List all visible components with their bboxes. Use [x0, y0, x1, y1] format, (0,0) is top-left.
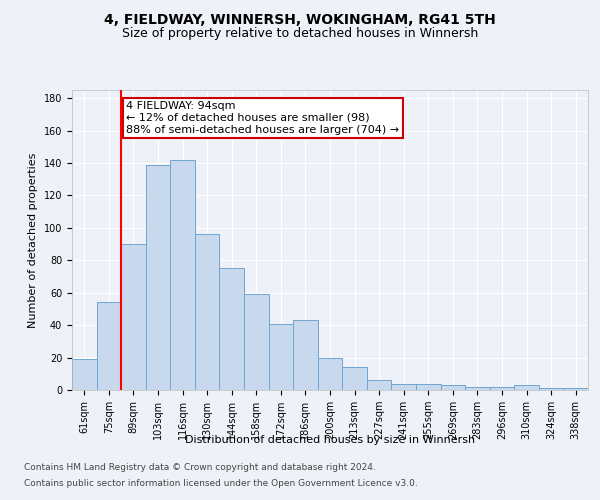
Bar [490, 387, 514, 390]
Bar [563, 388, 588, 390]
Bar [465, 387, 490, 390]
Bar [220, 268, 244, 390]
Y-axis label: Number of detached properties: Number of detached properties [28, 152, 38, 328]
Text: Distribution of detached houses by size in Winnersh: Distribution of detached houses by size … [185, 435, 475, 445]
Bar [269, 324, 293, 390]
Text: Size of property relative to detached houses in Winnersh: Size of property relative to detached ho… [122, 28, 478, 40]
Bar [416, 384, 440, 390]
Bar [539, 388, 563, 390]
Text: Contains HM Land Registry data © Crown copyright and database right 2024.: Contains HM Land Registry data © Crown c… [24, 464, 376, 472]
Bar [318, 358, 342, 390]
Bar [514, 385, 539, 390]
Text: 4 FIELDWAY: 94sqm
← 12% of detached houses are smaller (98)
88% of semi-detached: 4 FIELDWAY: 94sqm ← 12% of detached hous… [126, 102, 399, 134]
Text: 4, FIELDWAY, WINNERSH, WOKINGHAM, RG41 5TH: 4, FIELDWAY, WINNERSH, WOKINGHAM, RG41 5… [104, 12, 496, 26]
Bar [121, 244, 146, 390]
Bar [195, 234, 220, 390]
Bar [72, 359, 97, 390]
Bar [440, 385, 465, 390]
Bar [293, 320, 318, 390]
Bar [342, 368, 367, 390]
Bar [170, 160, 195, 390]
Bar [244, 294, 269, 390]
Text: Contains public sector information licensed under the Open Government Licence v3: Contains public sector information licen… [24, 478, 418, 488]
Bar [97, 302, 121, 390]
Bar [391, 384, 416, 390]
Bar [146, 164, 170, 390]
Bar [367, 380, 391, 390]
